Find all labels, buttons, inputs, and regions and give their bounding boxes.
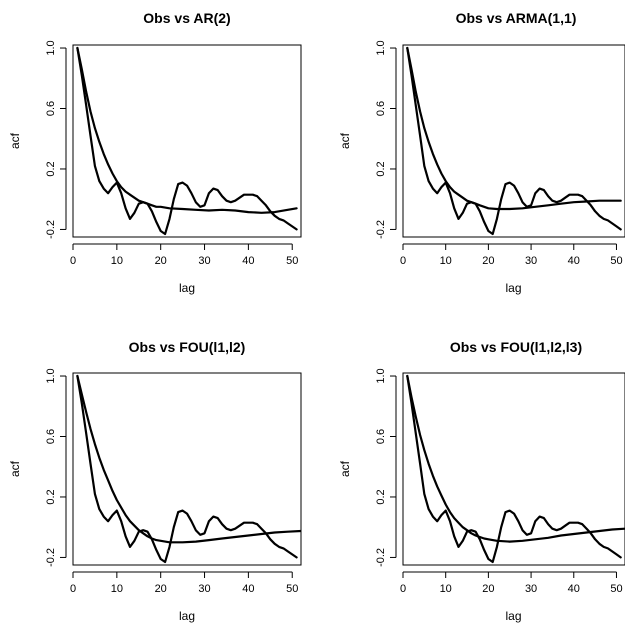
x-tick-label: 50 [610, 583, 622, 595]
series-line-model [76, 374, 301, 544]
y-tick-label: 0.2 [375, 489, 387, 504]
chart-title: Obs vs AR(2) [143, 10, 230, 26]
x-tick-label: 30 [525, 583, 537, 595]
series-line-model [406, 46, 622, 211]
x-tick-label: 10 [111, 255, 123, 267]
series-line-observed [406, 374, 622, 564]
y-tick-label: 0.6 [375, 429, 387, 444]
x-tick-label: 10 [440, 255, 452, 267]
plot-frame [402, 44, 625, 238]
plot-frame [72, 44, 302, 238]
y-axis-label: acf [338, 132, 352, 149]
x-tick-label: 40 [242, 583, 254, 595]
y-tick-label: 0.6 [375, 101, 387, 116]
chart-panel-2: Obs vs ARMA(1,1) 0 10 20 30 40 50 1.0 0.6 0.2 -0.2… [338, 10, 625, 295]
y-tick-label: 0.2 [375, 161, 387, 176]
y-tick-label: 1.0 [375, 40, 387, 55]
chart-panel-3: Obs vs FOU(l1,l2) 0 10 20 30 40 50 1.0 0.6 0.2 -0.… [8, 339, 302, 623]
chart-panel-1: Obs vs AR(2) 0 10 20 30 40 50 1.0 0.6 0.2 -0.2 lag a… [8, 10, 302, 295]
y-tick-label: 0.6 [45, 101, 57, 116]
y-tick-label: 0.2 [45, 161, 57, 176]
x-axis-label: lag [505, 609, 521, 623]
x-tick-label: 30 [198, 255, 210, 267]
y-tick-label: -0.2 [45, 220, 57, 239]
x-tick-label: 30 [198, 583, 210, 595]
y-tick-label: -0.2 [375, 548, 387, 567]
x-tick-label: 40 [242, 255, 254, 267]
series-line-observed [76, 46, 298, 236]
plot-frame [402, 372, 625, 566]
series-line-model [76, 46, 298, 214]
x-tick-label: 40 [568, 583, 580, 595]
series-line-observed [76, 374, 298, 564]
y-tick-label: 1.0 [375, 368, 387, 383]
x-axis-label: lag [505, 281, 521, 295]
y-axis-label: acf [8, 460, 22, 477]
x-tick-label: 10 [111, 583, 123, 595]
x-tick-label: 30 [525, 255, 537, 267]
y-tick-label: 1.0 [45, 40, 57, 55]
x-tick-label: 10 [440, 583, 452, 595]
y-tick-label: -0.2 [375, 220, 387, 239]
x-tick-label: 20 [155, 255, 167, 267]
y-tick-label: 0.2 [45, 489, 57, 504]
x-tick-label: 0 [70, 255, 76, 267]
plot-frame [72, 372, 302, 566]
x-tick-label: 20 [482, 583, 494, 595]
x-tick-label: 20 [482, 255, 494, 267]
y-axis-label: acf [8, 132, 22, 149]
x-tick-label: 40 [568, 255, 580, 267]
x-tick-label: 50 [286, 583, 298, 595]
y-tick-label: -0.2 [45, 548, 57, 567]
x-axis-label: lag [179, 609, 195, 623]
x-axis-label: lag [179, 281, 195, 295]
chart-title: Obs vs FOU(l1,l2) [129, 339, 246, 355]
y-tick-label: 0.6 [45, 429, 57, 444]
series-line-model [406, 374, 625, 543]
x-tick-label: 0 [70, 583, 76, 595]
x-tick-label: 50 [286, 255, 298, 267]
chart-title: Obs vs ARMA(1,1) [456, 10, 577, 26]
chart-title: Obs vs FOU(l1,l2,l3) [450, 339, 582, 355]
chart-panel-4: Obs vs FOU(l1,l2,l3) 0 10 20 30 40 50 1.0 0.6 0.2… [338, 339, 625, 623]
x-tick-label: 0 [400, 255, 406, 267]
x-tick-label: 50 [610, 255, 622, 267]
y-tick-label: 1.0 [45, 368, 57, 383]
x-tick-label: 0 [400, 583, 406, 595]
series-line-observed [406, 46, 622, 236]
y-axis-label: acf [338, 460, 352, 477]
x-tick-label: 20 [155, 583, 167, 595]
